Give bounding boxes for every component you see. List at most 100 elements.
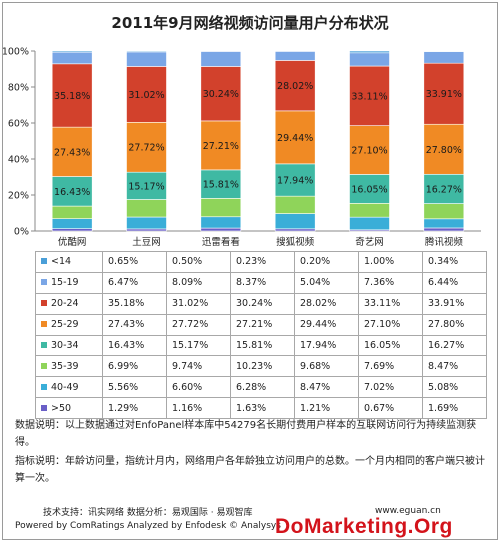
table-cell: 15.17% xyxy=(166,334,231,357)
table-cell: 5.04% xyxy=(294,271,359,294)
table-row: 40-49 5.56% 6.60% 6.28% 8.47% 7.02% 5.08% xyxy=(35,376,487,399)
bar-segment xyxy=(51,228,93,232)
table-cell: 0.20% xyxy=(294,251,359,273)
bar-segment xyxy=(423,173,465,204)
bar-data-label: 16.05% xyxy=(351,184,387,195)
bar-segment xyxy=(274,228,316,232)
table-cell: 8.09% xyxy=(166,271,231,294)
legend-label: 40-49 xyxy=(51,381,79,393)
table-cell: 1.69% xyxy=(422,397,487,420)
bar-segment xyxy=(200,198,242,218)
footer-support: 技术支持：讯实网络 数据分析：易观国际 · 易观智库 xyxy=(43,508,253,518)
bar-segment xyxy=(423,51,465,64)
bar-data-label: 28.02% xyxy=(277,81,313,92)
table-cell: 16.27% xyxy=(422,334,487,357)
table-cell: 1.63% xyxy=(230,397,295,420)
table-cell: 7.36% xyxy=(358,271,423,294)
x-category-label: 迅雷看看 xyxy=(202,236,240,248)
table-row: 30-34 16.43% 15.17% 15.81% 17.94% 16.05% 16.27… xyxy=(35,334,487,357)
table-cell: 35.18% xyxy=(102,292,167,315)
bar-segment xyxy=(274,110,316,165)
table-cell: 8.47% xyxy=(294,376,359,399)
table-cell: 0.67% xyxy=(358,397,423,420)
legend-cell: 40-49 xyxy=(35,376,103,399)
table-cell: 27.21% xyxy=(230,313,295,336)
legend-label: 30-34 xyxy=(51,340,79,351)
x-category-label: 奇艺网 xyxy=(355,236,384,248)
bar-data-label: 27.72% xyxy=(128,143,164,154)
bar-data-label: 27.10% xyxy=(351,146,387,157)
metric-note: 指标说明：年龄访问量，指统计月内，网络用户各年龄独立访问用户的总数。一个月内相同… xyxy=(15,456,485,484)
table-cell: 8.37% xyxy=(230,271,295,294)
bar-segment xyxy=(200,216,242,229)
table-cell: 27.10% xyxy=(358,313,423,336)
bar-segment xyxy=(126,228,167,232)
table-cell: 15.81% xyxy=(230,334,295,357)
bar-segment xyxy=(200,169,242,199)
footer-site: www.eguan.cn xyxy=(375,506,441,516)
table-cell: 9.68% xyxy=(294,355,359,378)
bar-segment xyxy=(349,174,390,204)
bar-segment xyxy=(274,195,316,214)
table-cell: 6.44% xyxy=(422,271,487,294)
table-cell: 0.23% xyxy=(230,251,295,273)
bar-data-label: 17.94% xyxy=(277,176,313,187)
bar-data-label: 30.24% xyxy=(203,89,239,100)
bar-segment xyxy=(200,66,242,122)
legend-label: <14 xyxy=(51,256,72,268)
watermark-logo: DoMarketing.Org xyxy=(275,515,453,538)
data-note: 数据说明：以上数据通过对EnfoPanel样本库中54279名长期付费用户样本的… xyxy=(15,420,477,448)
bar-data-label: 16.43% xyxy=(54,187,90,198)
bar-segment xyxy=(423,123,465,175)
legend-swatch xyxy=(41,342,47,348)
table-cell: 33.11% xyxy=(358,292,423,315)
table-cell: 7.69% xyxy=(358,355,423,378)
table-cell: 9.74% xyxy=(166,355,231,378)
bar-segment xyxy=(126,121,167,173)
table-cell: 10.23% xyxy=(230,355,295,378)
table-cell: 27.72% xyxy=(166,313,231,336)
y-tick-label: 0% xyxy=(14,227,29,238)
legend-swatch xyxy=(41,362,47,369)
bar-segment xyxy=(274,60,316,112)
bar-segment xyxy=(126,171,167,200)
bar-segment xyxy=(423,203,465,220)
legend-swatch xyxy=(41,404,47,411)
table-cell: 1.16% xyxy=(166,397,231,420)
legend-cell: 15-19 xyxy=(35,271,103,294)
bar-data-label: 31.02% xyxy=(128,90,164,101)
legend-cell: 35-39 xyxy=(35,355,103,378)
legend-cell: 30-34 xyxy=(35,334,103,357)
bar-segment xyxy=(349,50,390,54)
bar-segment xyxy=(51,51,93,65)
legend-swatch xyxy=(41,279,47,286)
bar-data-label: 16.27% xyxy=(426,184,462,195)
table-row: 20-24 35.18% 31.02% 30.24% 28.02% 33.11% 33.91… xyxy=(35,292,487,315)
table-cell: 6.28% xyxy=(230,376,295,399)
bar-segment xyxy=(126,199,167,218)
bar-data-label: 27.21% xyxy=(203,141,239,152)
legend-cell: 25-29 xyxy=(35,313,103,336)
bar-segment xyxy=(349,216,390,231)
bar-segment xyxy=(423,50,465,52)
table-cell: 6.60% xyxy=(166,376,231,399)
stacked-bar-chart: 0% 20% 40% 60% 80% 100% 16.43% 27.43% 35.18% 优酷网 1… xyxy=(3,47,481,248)
y-tick-label: 80% xyxy=(8,83,29,94)
legend-cell: <14 xyxy=(35,251,103,273)
table-row: 15-19 6.47% 8.09% 8.37% 5.04% 7.36% 6.44% xyxy=(35,271,487,294)
bar-segment xyxy=(200,120,242,171)
bar-segment xyxy=(349,52,390,67)
bar-segment xyxy=(423,218,465,229)
table-cell: 33.91% xyxy=(422,292,487,315)
table-cell: 16.05% xyxy=(358,334,423,357)
bar-data-label: 29.44% xyxy=(277,133,313,144)
legend-label: 25-29 xyxy=(51,319,79,331)
bar-segment xyxy=(51,50,93,53)
legend-swatch xyxy=(41,258,47,265)
bar-segment xyxy=(126,50,167,53)
bar-segment xyxy=(349,125,390,175)
legend-cell: >50 xyxy=(35,397,103,420)
bar-segment xyxy=(200,227,242,232)
bar-data-label: 15.81% xyxy=(203,180,239,191)
table-row: >50 1.29% 1.16% 1.63% 1.21% 0.67% 1.69% xyxy=(35,397,487,420)
